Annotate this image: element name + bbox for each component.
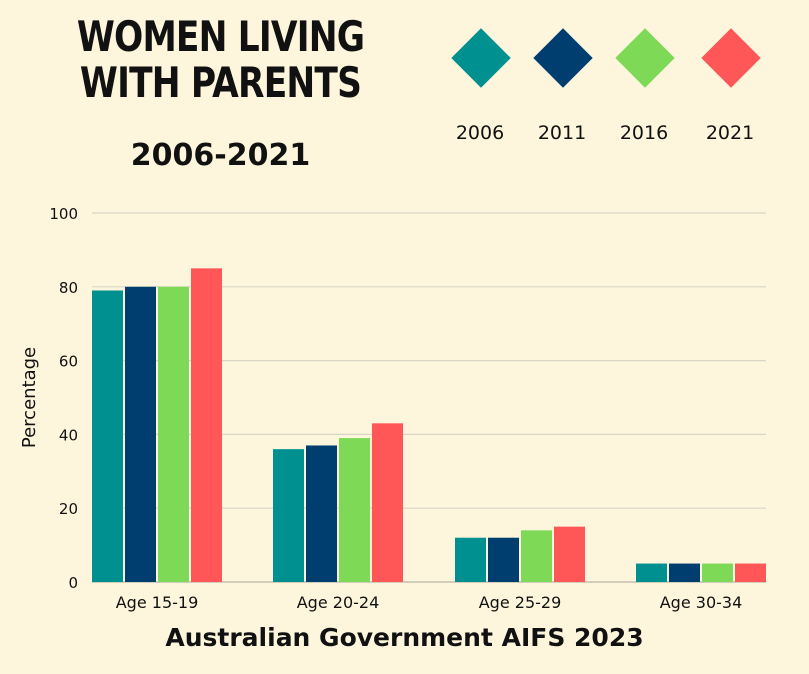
bar-2016-age-15-19 — [158, 286, 189, 582]
bar-2011-age-20-24 — [306, 445, 337, 582]
legend-label-2006: 2006 — [455, 122, 505, 144]
legend: 2006 2011 2016 2021 — [440, 22, 790, 162]
legend-swatch-2011 — [533, 28, 593, 88]
legend-label-2021: 2021 — [705, 122, 755, 144]
legend-label-2011: 2011 — [537, 122, 587, 144]
legend-swatch-2016 — [615, 28, 675, 88]
y-tick-label: 20 — [59, 500, 78, 518]
bar-2021-age-30-34 — [735, 563, 766, 582]
bar-2011-age-15-19 — [125, 286, 156, 582]
legend-label-2016: 2016 — [619, 122, 669, 144]
legend-item-2011: 2011 — [522, 22, 602, 162]
x-tick-label: Age 20-24 — [297, 593, 380, 612]
x-tick-label: Age 30-34 — [660, 593, 743, 612]
y-tick-label: 40 — [59, 426, 78, 444]
chart-title: WOMEN LIVING WITH PARENTS — [76, 12, 365, 107]
legend-swatch-2021 — [701, 28, 761, 88]
x-tick-label: Age 25-29 — [479, 593, 562, 612]
bar-2006-age-15-19 — [92, 290, 123, 582]
bar-2016-age-30-34 — [702, 563, 733, 582]
bar-2016-age-25-29 — [521, 530, 552, 582]
bar-2021-age-25-29 — [554, 526, 585, 582]
source-caption: Australian Government AIFS 2023 — [165, 623, 644, 652]
legend-item-2016: 2016 — [604, 22, 684, 162]
y-axis-label: Percentage — [19, 347, 40, 448]
y-tick-label: 0 — [68, 574, 78, 592]
y-tick-label: 100 — [49, 205, 78, 223]
bar-2006-age-20-24 — [273, 449, 304, 582]
legend-item-2021: 2021 — [690, 22, 770, 162]
bar-2006-age-25-29 — [455, 537, 486, 582]
chart-subtitle: 2006-2021 — [130, 138, 311, 173]
bar-2006-age-30-34 — [636, 563, 667, 582]
bar-2016-age-20-24 — [339, 438, 370, 582]
bar-2021-age-15-19 — [191, 268, 222, 582]
bar-2011-age-30-34 — [669, 563, 700, 582]
legend-item-2006: 2006 — [440, 22, 520, 162]
y-tick-label: 60 — [59, 353, 78, 371]
bar-2011-age-25-29 — [488, 537, 519, 582]
y-tick-label: 80 — [59, 279, 78, 297]
bar-chart: 0 20 40 60 80 100 Percentage Age 15-19 Age 20-24… — [19, 205, 766, 612]
x-tick-label: Age 15-19 — [116, 593, 199, 612]
bar-2021-age-20-24 — [372, 423, 403, 582]
legend-swatch-2006 — [451, 28, 511, 88]
